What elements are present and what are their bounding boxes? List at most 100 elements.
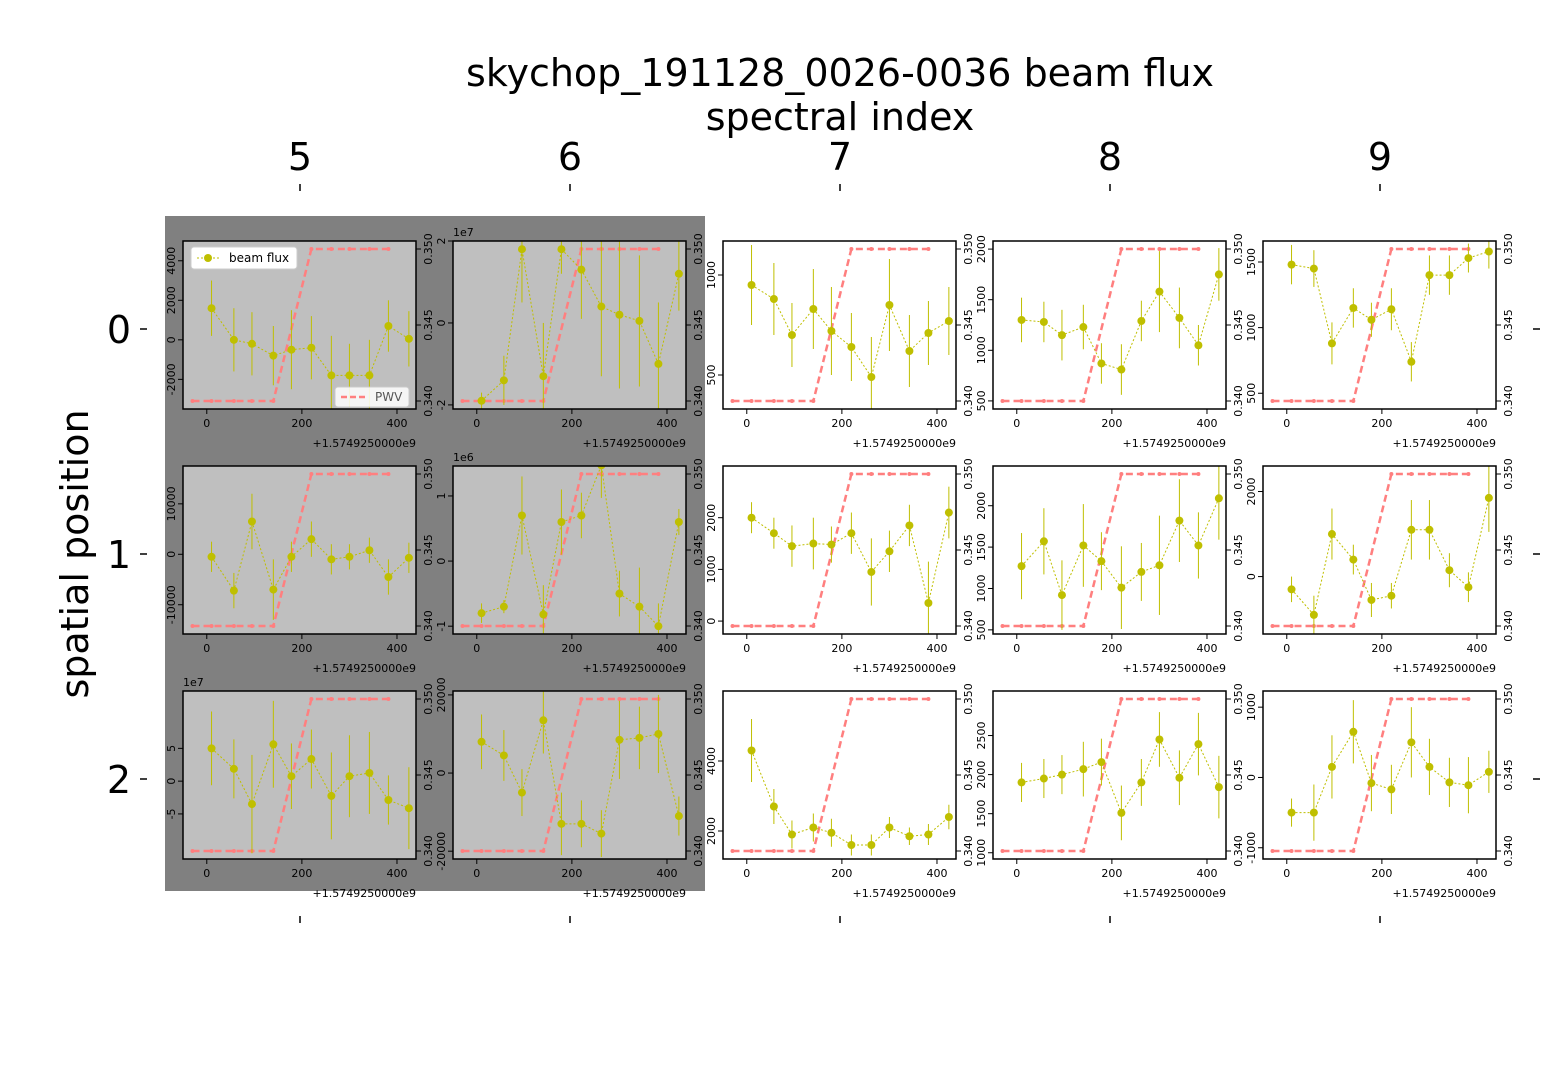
panel-background (723, 691, 956, 859)
pwv-point (849, 472, 854, 476)
flux-point (747, 281, 756, 289)
x-tick-label: 0 (1283, 642, 1290, 655)
panel-r2-c4: -1000 0 1000 0.340 0.345 0.350 0 200 400 +1.57492… (1245, 683, 1515, 900)
flux-point (1484, 767, 1493, 776)
panel-frame (182, 240, 417, 410)
x-offset-label: +1.5749250000e9 (853, 662, 956, 675)
y2-tick-label: 0.345 (1502, 309, 1515, 341)
flux-point (885, 823, 894, 832)
y2-tick-label: 0.350 (422, 458, 435, 490)
y-tick-label: 0 (165, 336, 178, 343)
panel-background (453, 466, 686, 634)
pwv-point (1119, 697, 1124, 701)
pwv-point (579, 697, 584, 701)
flux-point (1155, 561, 1164, 570)
y2-tick-label: 0.340 (422, 385, 435, 417)
y2-tick-label: 0.340 (422, 835, 435, 867)
flux-point (287, 552, 296, 561)
y-tick-label: 0 (165, 551, 178, 558)
flux-point (1387, 591, 1396, 600)
y-tick-label: 2000 (165, 286, 178, 314)
pwv-point (1000, 849, 1005, 853)
pwv-point (347, 247, 352, 251)
pwv-point (926, 247, 931, 251)
y-tick-label: 2000 (975, 761, 988, 789)
y2-tick-label: 0.340 (962, 835, 975, 867)
flux-point (597, 829, 606, 838)
flux-point (404, 804, 413, 813)
y-tick-label: 5 (165, 745, 178, 752)
outer-axes: 5 6 7 8 9 0 1 2 (107, 135, 1540, 923)
legend-pwv-box (334, 386, 410, 408)
y-tick-label: 0 (435, 770, 448, 777)
y2-tick-label: 0.345 (422, 759, 435, 791)
pwv-point (1041, 849, 1046, 853)
flux-line (211, 519, 410, 592)
flux-point (269, 585, 278, 594)
panel-r2-c1: -20000 0 20000 0.340 0.345 0.350 0 200 400 +1.574… (435, 677, 705, 900)
panel-r0-c2: 500 1000 0.340 0.345 0.350 0 200 400 +1.57492500… (705, 233, 975, 450)
y2-tick-label: 0.340 (422, 610, 435, 642)
x-offset-label: +1.5749250000e9 (853, 887, 956, 900)
y-tick-label: 1500 (975, 286, 988, 314)
flux-point (787, 830, 796, 839)
panel-plot-area (1270, 466, 1493, 634)
y2-tick-label: 0.345 (692, 759, 705, 791)
y-tick-label: 2500 (975, 722, 988, 750)
flux-point (1137, 567, 1146, 576)
y-tick-label: 2000 (975, 492, 988, 520)
flux-point (384, 321, 393, 330)
panel-background (993, 241, 1226, 409)
flux-point (769, 802, 778, 811)
flux-point (1057, 331, 1066, 340)
pwv-point (1389, 697, 1394, 701)
pwv-point (1466, 697, 1471, 701)
x-tick-label: 0 (473, 867, 480, 880)
pwv-point (771, 624, 776, 628)
flux-point (477, 396, 486, 405)
flux-point (1387, 305, 1396, 314)
y-tick-label: 2 (435, 238, 448, 245)
flux-point (924, 830, 933, 839)
x-tick-label: 0 (203, 642, 210, 655)
flux-point (1349, 727, 1358, 736)
x-offset-label: +1.5749250000e9 (313, 662, 416, 675)
y-tick-label: 500 (705, 365, 718, 386)
y2-tick-label: 0.350 (1232, 683, 1245, 715)
pwv-point (1270, 399, 1275, 403)
pwv-point (1157, 472, 1162, 476)
x-tick-label: 400 (386, 417, 407, 430)
y-tick-label: 4000 (705, 747, 718, 775)
pwv-point (1019, 399, 1024, 403)
flux-point (597, 302, 606, 311)
panel-frame (722, 240, 957, 410)
flux-point (635, 733, 644, 742)
pwv-point (231, 849, 236, 853)
pwv-point (1409, 247, 1414, 251)
pwv-point (309, 697, 314, 701)
flux-point (384, 572, 393, 581)
y-tick-label: 4000 (165, 247, 178, 275)
pwv-point (1351, 624, 1356, 628)
pwv-point (1329, 624, 1334, 628)
pwv-point (367, 247, 372, 251)
pwv-point (1351, 849, 1356, 853)
flux-point (809, 305, 818, 313)
pwv-point (1157, 247, 1162, 251)
pwv-point (749, 624, 754, 628)
x-offset-label: +1.5749250000e9 (1393, 662, 1496, 675)
flux-point (867, 841, 876, 849)
y-tick-label: 0 (435, 558, 448, 565)
panel-r1-c1: -1 0 1 0.340 0.345 0.350 1e6 0 200 400 +1.57492500… (435, 451, 705, 675)
flux-point (1367, 315, 1376, 324)
pwv-point (249, 399, 254, 403)
flux-point (1194, 541, 1203, 550)
pwv-point (907, 247, 912, 251)
flux-point (557, 819, 566, 828)
x-tick-label: 200 (291, 867, 312, 880)
flux-point (924, 329, 933, 337)
pwv-point (926, 697, 931, 701)
pwv-point (190, 849, 195, 853)
pwv-line (1272, 472, 1469, 628)
flux-line (1291, 497, 1490, 616)
